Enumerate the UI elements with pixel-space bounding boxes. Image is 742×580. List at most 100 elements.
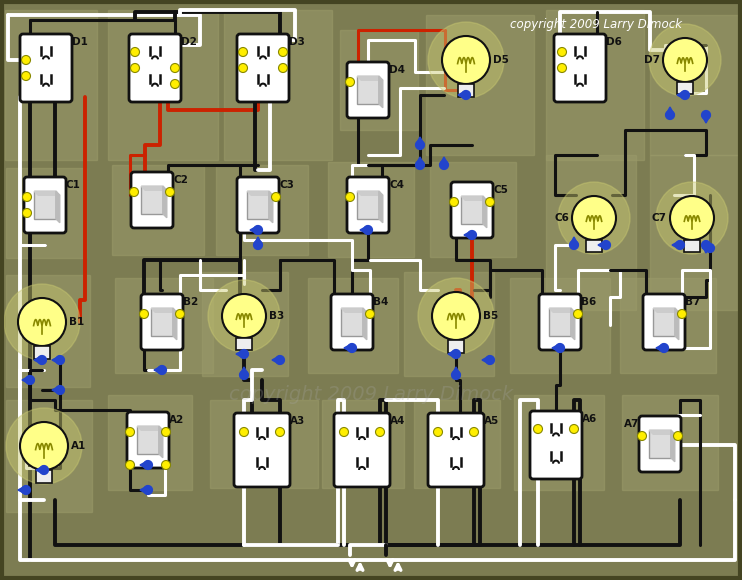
Circle shape <box>240 350 249 358</box>
Text: A7: A7 <box>623 419 639 429</box>
Bar <box>586 240 602 252</box>
Circle shape <box>702 111 710 119</box>
Text: copyright 2009 Larry Dimock: copyright 2009 Larry Dimock <box>510 18 682 31</box>
Circle shape <box>346 78 355 86</box>
Circle shape <box>485 198 494 206</box>
Bar <box>549 308 571 336</box>
Polygon shape <box>483 196 487 228</box>
FancyBboxPatch shape <box>554 34 606 102</box>
Circle shape <box>533 425 542 433</box>
FancyBboxPatch shape <box>234 413 290 487</box>
Polygon shape <box>22 376 30 385</box>
Circle shape <box>38 356 47 364</box>
Bar <box>151 308 173 336</box>
Polygon shape <box>363 308 367 340</box>
Bar <box>5 10 97 160</box>
Circle shape <box>674 432 683 440</box>
Polygon shape <box>236 350 244 358</box>
Bar <box>247 191 269 219</box>
Bar <box>137 426 159 454</box>
Bar <box>514 395 604 490</box>
Bar <box>650 155 738 310</box>
Circle shape <box>131 48 139 56</box>
Text: D6: D6 <box>606 37 622 47</box>
Text: D1: D1 <box>72 37 88 47</box>
Polygon shape <box>140 485 148 494</box>
Text: D2: D2 <box>181 37 197 47</box>
Circle shape <box>240 371 249 379</box>
Circle shape <box>666 111 674 119</box>
Text: A3: A3 <box>290 416 305 426</box>
Text: C1: C1 <box>66 180 81 190</box>
Circle shape <box>275 427 284 437</box>
Text: C6: C6 <box>554 213 569 223</box>
Circle shape <box>649 24 721 96</box>
Circle shape <box>157 365 166 375</box>
Bar <box>112 165 204 255</box>
Circle shape <box>439 161 448 169</box>
FancyBboxPatch shape <box>20 34 72 102</box>
Circle shape <box>572 196 616 240</box>
Text: B2: B2 <box>183 297 198 307</box>
Bar <box>414 400 500 488</box>
FancyBboxPatch shape <box>129 34 181 102</box>
Bar <box>458 84 474 97</box>
Text: B6: B6 <box>581 297 597 307</box>
Polygon shape <box>250 226 258 234</box>
Circle shape <box>254 241 263 249</box>
Bar <box>108 10 218 160</box>
Bar <box>108 395 192 490</box>
Polygon shape <box>154 365 162 375</box>
Circle shape <box>125 427 134 437</box>
Circle shape <box>428 22 504 98</box>
Circle shape <box>20 422 68 470</box>
Bar <box>546 155 636 310</box>
Circle shape <box>22 208 31 218</box>
Text: D5: D5 <box>493 55 509 65</box>
Circle shape <box>462 90 470 99</box>
Polygon shape <box>52 386 60 394</box>
Circle shape <box>442 36 490 84</box>
Polygon shape <box>379 76 383 108</box>
FancyBboxPatch shape <box>131 172 173 228</box>
Polygon shape <box>458 90 466 99</box>
Bar <box>546 10 644 160</box>
Bar <box>224 10 332 160</box>
Polygon shape <box>357 191 383 195</box>
Text: B4: B4 <box>373 297 388 307</box>
Circle shape <box>238 63 248 72</box>
Circle shape <box>18 298 66 346</box>
Polygon shape <box>462 196 487 200</box>
Polygon shape <box>151 308 177 312</box>
Circle shape <box>485 356 494 364</box>
Text: B3: B3 <box>269 311 284 321</box>
Bar <box>510 278 610 373</box>
Circle shape <box>144 461 152 469</box>
Polygon shape <box>570 237 579 245</box>
FancyBboxPatch shape <box>24 177 66 233</box>
Circle shape <box>238 48 248 56</box>
Bar <box>649 430 671 458</box>
Polygon shape <box>464 231 472 240</box>
FancyBboxPatch shape <box>428 413 484 487</box>
Text: B7: B7 <box>685 297 700 307</box>
Polygon shape <box>56 191 60 223</box>
Circle shape <box>557 63 566 72</box>
Bar <box>34 191 56 219</box>
Polygon shape <box>360 226 368 234</box>
Circle shape <box>452 371 460 379</box>
Circle shape <box>125 461 134 469</box>
Polygon shape <box>141 186 167 190</box>
Circle shape <box>570 425 579 433</box>
Circle shape <box>278 48 287 56</box>
Bar <box>202 272 288 376</box>
Polygon shape <box>34 356 42 364</box>
Polygon shape <box>416 157 424 165</box>
Circle shape <box>254 226 263 234</box>
Polygon shape <box>140 461 148 469</box>
Polygon shape <box>416 137 424 145</box>
Circle shape <box>340 427 349 437</box>
Circle shape <box>366 310 375 318</box>
Circle shape <box>139 310 148 318</box>
Circle shape <box>433 427 442 437</box>
